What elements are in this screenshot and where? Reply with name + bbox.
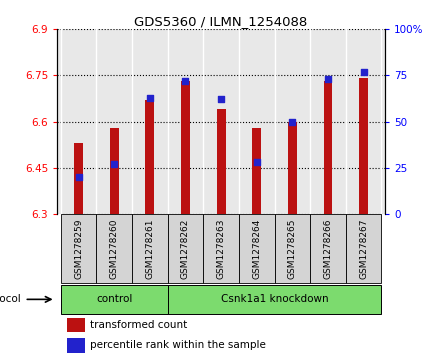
Bar [239,214,275,284]
Bar [359,78,368,214]
Text: transformed count: transformed count [90,320,187,330]
Bar [61,214,96,284]
Text: protocol: protocol [0,294,21,304]
Point [147,95,154,101]
Bar [96,214,132,284]
Point [111,161,118,167]
Bar [181,81,190,214]
Point [289,119,296,125]
Text: GSM1278263: GSM1278263 [216,219,226,279]
Text: GSM1278267: GSM1278267 [359,219,368,279]
Text: Csnk1a1 knockdown: Csnk1a1 knockdown [221,294,328,304]
Bar [67,338,85,352]
Bar [310,214,346,284]
Bar [145,100,154,214]
Text: GSM1278264: GSM1278264 [252,219,261,279]
Point [253,159,260,165]
Bar [132,214,168,284]
Text: GSM1278265: GSM1278265 [288,219,297,279]
Point [360,69,367,74]
Bar [252,128,261,214]
Bar [67,318,85,332]
Bar [216,109,226,214]
Title: GDS5360 / ILMN_1254088: GDS5360 / ILMN_1254088 [135,15,308,28]
Text: GSM1278266: GSM1278266 [323,219,333,279]
Bar [203,214,239,284]
Text: percentile rank within the sample: percentile rank within the sample [90,340,266,350]
Point [182,78,189,84]
Text: GSM1278262: GSM1278262 [181,219,190,279]
Bar [288,122,297,214]
Text: GSM1278260: GSM1278260 [110,219,119,279]
Bar [323,81,333,214]
Text: GSM1278261: GSM1278261 [145,219,154,279]
Text: GSM1278259: GSM1278259 [74,219,83,279]
Bar [110,128,119,214]
Bar [74,143,83,214]
Point [324,76,331,82]
Point [218,97,225,102]
Point [75,174,82,180]
Bar [61,285,168,314]
Bar [346,214,381,284]
Bar [168,214,203,284]
Bar [275,214,310,284]
Bar [168,285,381,314]
Text: control: control [96,294,132,304]
